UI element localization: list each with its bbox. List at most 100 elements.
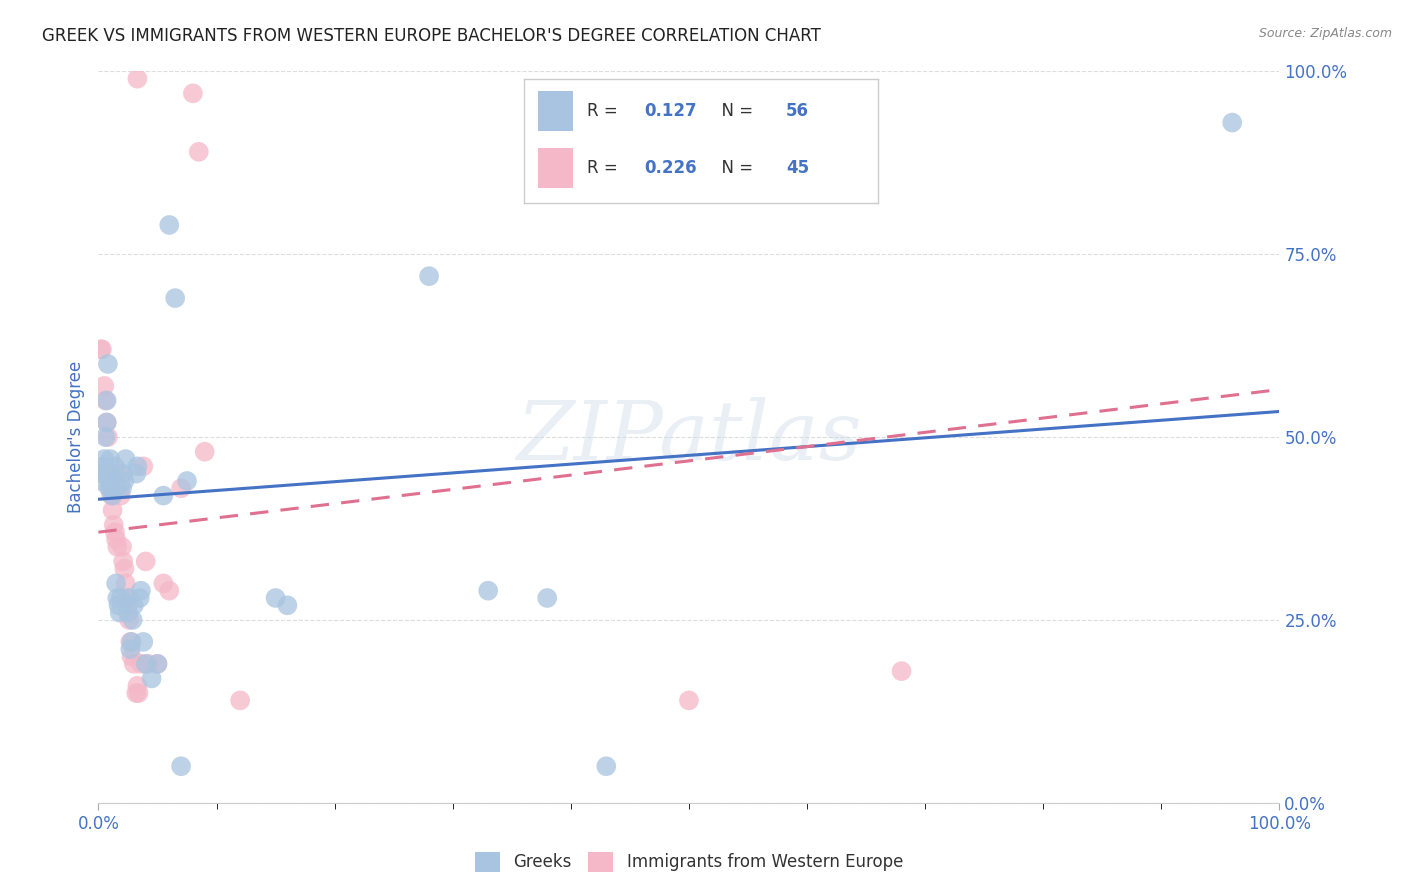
Point — [165, 291, 187, 305]
Point — [121, 649, 143, 664]
Point — [105, 481, 128, 495]
Point — [229, 693, 252, 707]
Point — [110, 591, 132, 605]
Point — [103, 481, 125, 495]
Point — [170, 481, 193, 495]
Point — [94, 393, 117, 408]
Point — [264, 591, 287, 605]
Point — [97, 430, 120, 444]
Point — [103, 517, 125, 532]
Point — [129, 583, 152, 598]
Point — [107, 599, 129, 613]
Point — [890, 664, 912, 678]
Point — [96, 416, 118, 430]
Point — [129, 657, 152, 671]
Point — [114, 576, 136, 591]
Point — [101, 489, 124, 503]
Point — [112, 474, 135, 488]
Point — [97, 467, 120, 481]
Point — [91, 459, 114, 474]
Point — [157, 218, 180, 232]
Point — [90, 474, 112, 488]
Legend: Greeks, Immigrants from Western Europe: Greeks, Immigrants from Western Europe — [468, 845, 910, 879]
Point — [111, 481, 134, 495]
Point — [91, 467, 114, 481]
Point — [103, 467, 125, 481]
Point — [108, 606, 131, 620]
Point — [118, 613, 141, 627]
Text: GREEK VS IMMIGRANTS FROM WESTERN EUROPE BACHELOR'S DEGREE CORRELATION CHART: GREEK VS IMMIGRANTS FROM WESTERN EUROPE … — [42, 27, 821, 45]
Point — [136, 657, 159, 671]
Point — [120, 642, 142, 657]
Point — [98, 452, 121, 467]
Point — [146, 657, 169, 671]
Point — [104, 459, 127, 474]
Point — [128, 591, 150, 605]
Point — [98, 467, 121, 481]
Point — [90, 343, 112, 357]
Point — [96, 393, 118, 408]
Point — [678, 693, 700, 707]
Point — [135, 657, 157, 671]
Point — [121, 635, 143, 649]
Point — [117, 606, 139, 620]
Point — [98, 474, 121, 488]
Text: ZIPatlas: ZIPatlas — [516, 397, 862, 477]
Point — [93, 452, 115, 467]
Point — [127, 679, 149, 693]
Point — [152, 576, 174, 591]
Point — [418, 269, 440, 284]
Point — [98, 481, 121, 495]
Point — [98, 481, 121, 495]
Point — [101, 474, 124, 488]
Point — [105, 533, 128, 547]
Point — [91, 343, 114, 357]
Point — [117, 599, 139, 613]
Point — [125, 686, 148, 700]
Point — [595, 759, 617, 773]
Point — [127, 459, 149, 474]
Point — [105, 591, 128, 605]
Point — [110, 489, 132, 503]
Point — [121, 613, 143, 627]
Point — [157, 583, 180, 598]
Point — [132, 635, 155, 649]
Point — [536, 591, 558, 605]
Point — [176, 474, 198, 488]
Point — [125, 467, 148, 481]
Point — [112, 562, 135, 576]
Point — [276, 599, 298, 613]
Point — [135, 554, 157, 568]
Point — [97, 357, 120, 371]
Point — [104, 525, 127, 540]
Point — [112, 554, 135, 568]
Point — [146, 657, 169, 671]
Point — [112, 467, 135, 481]
Point — [132, 459, 155, 474]
Point — [101, 503, 124, 517]
Point — [1220, 115, 1243, 129]
Point — [120, 635, 142, 649]
Point — [100, 474, 122, 488]
Point — [152, 489, 174, 503]
Point — [115, 591, 138, 605]
Point — [128, 686, 150, 700]
Point — [477, 583, 499, 598]
Point — [94, 430, 117, 444]
Point — [181, 87, 204, 101]
Point — [127, 71, 149, 86]
Point — [170, 759, 193, 773]
Point — [141, 672, 163, 686]
Point — [122, 599, 145, 613]
Point — [93, 379, 115, 393]
Point — [194, 444, 217, 458]
Text: Source: ZipAtlas.com: Source: ZipAtlas.com — [1258, 27, 1392, 40]
Point — [100, 481, 122, 495]
Point — [114, 452, 136, 467]
Point — [104, 474, 127, 488]
Point — [105, 576, 128, 591]
Point — [122, 657, 145, 671]
Point — [96, 416, 118, 430]
Point — [105, 540, 128, 554]
Point — [187, 145, 209, 159]
